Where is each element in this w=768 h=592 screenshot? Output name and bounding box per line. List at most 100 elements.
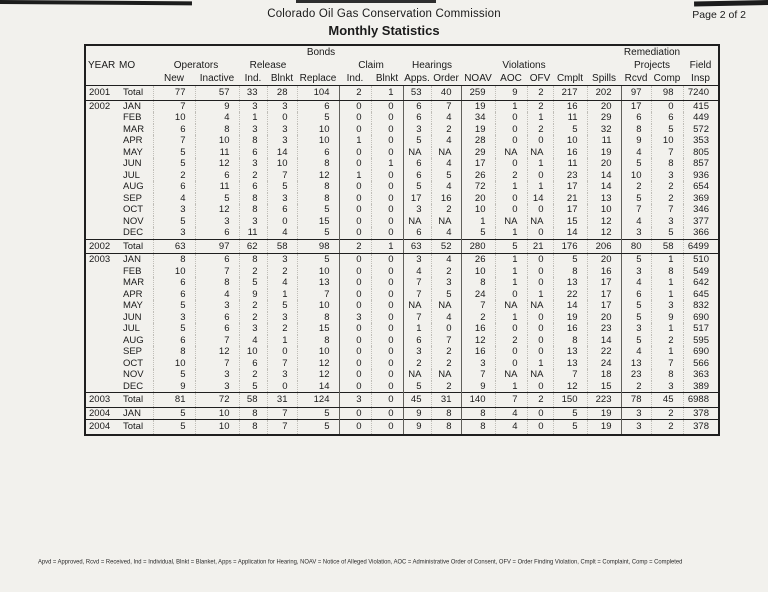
value-cell: 5	[552, 123, 587, 135]
value-cell: 3	[650, 169, 683, 181]
month-cell: MAR	[123, 123, 145, 135]
value-cell: 63	[152, 238, 195, 254]
col-header-aoc: AOC	[495, 72, 527, 86]
value-cell: 6988	[682, 392, 719, 408]
month-cell: JAN	[123, 254, 141, 265]
value-cell: 31	[430, 392, 461, 408]
value-cell: 3	[152, 311, 195, 323]
value-cell: 2	[650, 192, 683, 204]
month-row: JUL 5 6 3 2 15 0 0 1 0 16 0 0 16 23 3 1 517	[85, 323, 719, 335]
value-cell: 0	[494, 288, 527, 300]
value-cell: 2	[338, 238, 371, 254]
value-cell: 16	[552, 100, 587, 112]
value-cell: 2	[650, 407, 683, 420]
value-cell: 31	[266, 392, 297, 408]
value-cell: 832	[682, 300, 719, 312]
value-cell: 63	[402, 238, 431, 254]
col-header-spills: Spills	[587, 72, 621, 86]
value-cell: 5	[152, 158, 195, 170]
value-cell: 0	[370, 227, 403, 239]
year-cell	[85, 266, 117, 278]
month-cell: AUG	[123, 181, 144, 192]
header-row-top: Bonds Remediation	[85, 45, 719, 59]
col-header-apps: Apps.	[403, 72, 431, 86]
col-group-projects: Projects	[633, 60, 671, 71]
month-row: AUG 6 7 4 1 8 0 0 6 7 12 2 0 8 14 5 2 595	[85, 334, 719, 346]
value-cell: 13	[552, 346, 587, 358]
value-cell: 9	[620, 135, 651, 147]
value-cell: 690	[682, 311, 719, 323]
value-cell: 8	[238, 253, 267, 266]
value-cell: 0	[370, 277, 403, 289]
total-row: 2001 Total 77 57 33 28 104 2 1 53 40 259 9 2 217 202 97 9…	[85, 85, 719, 101]
value-cell: 2	[238, 300, 267, 312]
value-cell: 7	[402, 311, 431, 323]
value-cell: 259	[460, 85, 495, 101]
value-cell: 4	[620, 277, 651, 289]
value-cell: 0	[338, 357, 371, 369]
col-header-mo: MO	[119, 60, 136, 71]
value-cell: 7	[460, 300, 495, 312]
value-cell: 6	[194, 253, 239, 266]
value-cell: 0	[266, 346, 297, 358]
value-cell: 2	[526, 123, 553, 135]
value-cell: 97	[620, 85, 651, 101]
value-cell: 346	[682, 204, 719, 216]
value-cell: 19	[460, 100, 495, 112]
value-cell: 642	[682, 277, 719, 289]
value-cell: 5	[296, 204, 339, 216]
value-cell: 0	[526, 380, 553, 393]
value-cell: 5	[620, 253, 651, 266]
value-cell: 81	[152, 392, 195, 408]
value-cell: 0	[370, 369, 403, 381]
value-cell: 8	[430, 419, 461, 435]
value-cell: 28	[460, 135, 495, 147]
value-cell: 0	[338, 215, 371, 227]
value-cell: 2	[238, 369, 267, 381]
col-header-insp: Insp	[683, 72, 719, 86]
value-cell: 20	[460, 192, 495, 204]
value-cell: 3	[402, 253, 431, 266]
document-title: Colorado Oil Gas Conservation Commission	[267, 8, 501, 20]
value-cell: 7	[152, 135, 195, 147]
month-row: SEP 4 5 8 3 8 0 0 17 16 20 0 14 21 13 5 2 369	[85, 192, 719, 204]
month-row: DEC 9 3 5 0 14 0 0 5 2 9 1 0 12 15 2 3 389	[85, 380, 719, 393]
value-cell: 150	[552, 392, 587, 408]
value-cell: 5	[238, 277, 267, 289]
total-row: 2004 Total 5 10 8 7 5 0 0 9 8 8 4 0 5 19 3 2 378	[85, 419, 719, 435]
value-cell: 3	[266, 135, 297, 147]
value-cell: 3	[460, 357, 495, 369]
value-cell: 16	[586, 265, 621, 277]
month-cell: Total	[117, 392, 153, 408]
value-cell: 10	[620, 169, 651, 181]
value-cell: 936	[682, 169, 719, 181]
value-cell: 2	[650, 419, 683, 435]
month-row: NOV 5 3 2 3 12 0 0 NA NA 7 NA NA 7 18 23 8 363	[85, 369, 719, 381]
value-cell: 3	[194, 300, 239, 312]
value-cell: 5	[650, 227, 683, 239]
value-cell: 0	[338, 112, 371, 124]
value-cell: 5	[296, 112, 339, 124]
value-cell: 0	[266, 380, 297, 393]
value-cell: 0	[430, 323, 461, 335]
value-cell: 0	[494, 158, 527, 170]
value-cell: 2	[526, 85, 553, 101]
value-cell: NA	[494, 300, 527, 312]
value-cell: 0	[338, 158, 371, 170]
value-cell: NA	[494, 215, 527, 227]
year-cell: 2004	[85, 419, 117, 435]
value-cell: 11	[552, 158, 587, 170]
value-cell: 22	[552, 288, 587, 300]
value-cell: 3	[194, 380, 239, 393]
value-cell: 6	[402, 169, 431, 181]
value-cell: 0	[370, 215, 403, 227]
value-cell: 3	[238, 123, 267, 135]
month-cell: MAR	[123, 277, 145, 288]
value-cell: 3	[266, 369, 297, 381]
month-row: OCT 10 7 6 7 12 0 0 2 2 3 0 1 13 24 13 7 566	[85, 357, 719, 369]
year-cell	[85, 181, 117, 193]
value-cell: 5	[460, 227, 495, 239]
value-cell: 0	[370, 135, 403, 147]
value-cell: 3	[402, 346, 431, 358]
value-cell: 20	[586, 311, 621, 323]
